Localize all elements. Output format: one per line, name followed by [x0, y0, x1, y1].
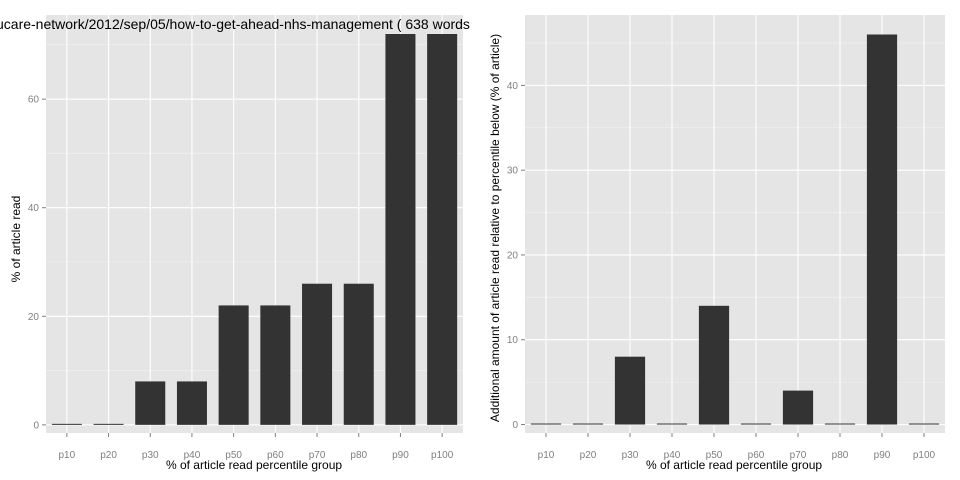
left-y-tick-label: 60 — [28, 95, 40, 106]
right-x-axis-title: % of article read percentile group — [646, 458, 822, 472]
left-x-axis-title: % of article read percentile group — [166, 458, 342, 472]
left-x-tick-label-p70: p70 — [309, 450, 326, 461]
left-x-tick-label-p20: p20 — [100, 450, 117, 461]
right-x-tick-label-p30: p30 — [622, 450, 639, 461]
right-x-tick-label-p90: p90 — [874, 450, 891, 461]
left-x-tick-label-p80: p80 — [350, 450, 367, 461]
right-plot-area: 0 10 20 30 40 p10 p20 p30 p40 p50 p60 p70 p80 p90 p100 — [507, 15, 945, 461]
left-bar-p30 — [135, 381, 166, 425]
right-y-axis-title: Additional amount of article read relati… — [488, 34, 502, 422]
left-y-tick-label: 0 — [33, 420, 39, 431]
right-bar-p30 — [614, 356, 646, 425]
right-x-tick-label-p100: p100 — [913, 450, 936, 461]
left-x-tick-label-p30: p30 — [142, 450, 159, 461]
right-x-tick-label-p40: p40 — [664, 450, 681, 461]
right-bar-p100 — [908, 423, 940, 425]
right-bar-p90 — [866, 34, 898, 425]
left-x-tick-label-p50: p50 — [225, 450, 242, 461]
right-bar-p10 — [530, 423, 562, 425]
right-y-tick-label: 30 — [507, 166, 519, 177]
right-x-tick-label-p10: p10 — [538, 450, 555, 461]
left-y-tick-label: 20 — [28, 312, 40, 323]
right-x-tick-label-p20: p20 — [580, 450, 597, 461]
left-bar-p100 — [427, 34, 458, 425]
right-y-tick-label: 40 — [507, 81, 519, 92]
right-x-tick-label-p80: p80 — [832, 450, 849, 461]
right-bar-p50 — [698, 305, 730, 425]
left-bar-p60 — [260, 305, 291, 425]
left-bar-p80 — [343, 283, 374, 425]
right-bar-p60 — [740, 423, 772, 425]
left-bar-p50 — [218, 305, 249, 425]
right-bar-p20 — [572, 423, 604, 425]
right-y-tick-label: 20 — [507, 250, 519, 261]
left-bar-p70 — [302, 283, 333, 425]
left-x-tick-label-p40: p40 — [184, 450, 201, 461]
right-y-tick-label: 0 — [512, 420, 518, 431]
right-x-tick-label-p70: p70 — [790, 450, 807, 461]
left-bar-p20 — [93, 423, 124, 425]
right-chart-panel: 0 10 20 30 40 p10 p20 p30 p40 p50 p60 p70 p80 p90 p100… — [488, 15, 945, 472]
right-bar-p80 — [824, 423, 856, 425]
left-plot-area: 0 20 40 60 p10 p20 p30 p40 p50 p60 p70 p80 p90 p100 — [28, 15, 463, 461]
left-x-tick-label-p100: p100 — [431, 450, 454, 461]
left-y-axis-title: % of article read — [9, 196, 23, 283]
right-bar-p40 — [656, 423, 688, 425]
right-bar-p70 — [782, 390, 814, 425]
left-y-tick-label: 40 — [28, 203, 40, 214]
left-bar-p10 — [51, 423, 82, 425]
right-x-tick-label-p60: p60 — [748, 450, 765, 461]
left-bar-p40 — [176, 381, 207, 425]
left-x-tick-label-p10: p10 — [59, 450, 76, 461]
left-chart-title: ucare-network/2012/sep/05/how-to-get-ahe… — [0, 16, 470, 32]
left-chart-panel: 0 20 40 60 p10 p20 p30 p40 p50 p60 p70 p80 p90 p100 u… — [0, 15, 470, 472]
right-x-tick-label-p50: p50 — [706, 450, 723, 461]
left-x-tick-label-p60: p60 — [267, 450, 284, 461]
right-y-tick-label: 10 — [507, 335, 519, 346]
left-x-tick-label-p90: p90 — [392, 450, 409, 461]
left-bar-p90 — [385, 34, 416, 425]
